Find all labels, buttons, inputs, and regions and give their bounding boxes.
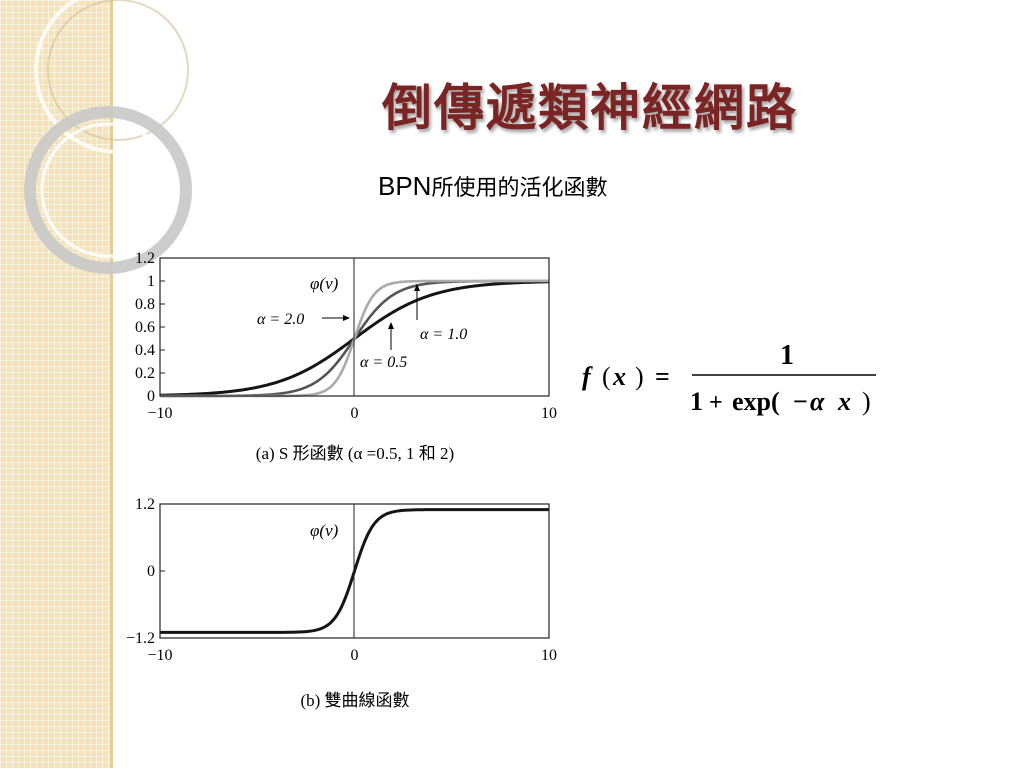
chart-caption: (a) S 形函數 (α =0.5, 1 和 2) xyxy=(256,444,454,463)
formula-equals: = xyxy=(655,362,670,391)
slide-subtitle: BPN所使用的活化函數 xyxy=(378,170,738,202)
formula-numerator: 1 xyxy=(780,340,794,371)
y-tick-label: 0 xyxy=(147,563,155,580)
y-tick-label: −1.2 xyxy=(126,630,155,647)
formula-f: f xyxy=(582,362,593,391)
formula-den-exp: exp( xyxy=(732,387,780,416)
formula-den-one: 1 xyxy=(690,387,703,416)
chart-sigmoid: 1.210.80.60.40.20−10 0 10 φ(v) α = 2.0 α =… xyxy=(135,250,557,463)
x-tick-label: −10 xyxy=(147,405,172,422)
decorative-side-strip xyxy=(0,0,113,768)
formula-open-paren: ( xyxy=(602,362,611,391)
y-tick-label: 0 xyxy=(147,388,155,405)
x-tick-label: 10 xyxy=(541,647,557,664)
y-tick-label: 0.6 xyxy=(135,319,155,336)
x-tick-label: −10 xyxy=(147,647,172,664)
formula-den-alpha: α xyxy=(810,387,825,416)
y-tick-label: 0.4 xyxy=(135,342,155,359)
arrow-head-alpha-2 xyxy=(343,315,350,321)
subtitle-prefix: BPN xyxy=(378,171,432,201)
formula-den-minus: − xyxy=(793,387,808,416)
y-tick-label: 1.2 xyxy=(135,496,155,513)
subtitle-rest: 所使用的活化函數 xyxy=(431,176,608,201)
slide-title: 倒傳遞類神經網路 xyxy=(382,78,798,137)
x-tick-label: 0 xyxy=(351,647,359,664)
arrow-head-alpha-05 xyxy=(388,322,394,329)
formula-den-x: x xyxy=(837,387,851,416)
series-label-alpha-1: α = 1.0 xyxy=(420,326,467,343)
function-label: φ(v) xyxy=(310,274,339,293)
series-label-alpha-05: α = 0.5 xyxy=(360,354,407,371)
formula-den-plus: + xyxy=(709,390,723,416)
function-label: φ(v) xyxy=(310,521,339,540)
x-tick-label: 10 xyxy=(541,405,557,422)
x-tick-label: 0 xyxy=(351,405,359,422)
y-tick-label: 0.8 xyxy=(135,296,155,313)
y-tick-label: 0.2 xyxy=(135,365,155,382)
chart-tanh: 1.2 0 −1.2−10 0 10 φ(v) (b) 雙曲線函數 xyxy=(126,496,557,710)
sigmoid-formula: f ( x ) = 1 1 + exp( − α x ) xyxy=(582,340,876,416)
arrow-head-alpha-1 xyxy=(414,284,420,291)
formula-x: x xyxy=(612,362,626,391)
series-label-alpha-2: α = 2.0 xyxy=(257,311,304,328)
y-tick-label: 1.2 xyxy=(135,250,155,267)
formula-den-close: ) xyxy=(862,387,871,416)
chart-caption: (b) 雙曲線函數 xyxy=(300,691,409,710)
formula-close-paren: ) xyxy=(635,362,644,391)
y-tick-label: 1 xyxy=(147,273,155,290)
